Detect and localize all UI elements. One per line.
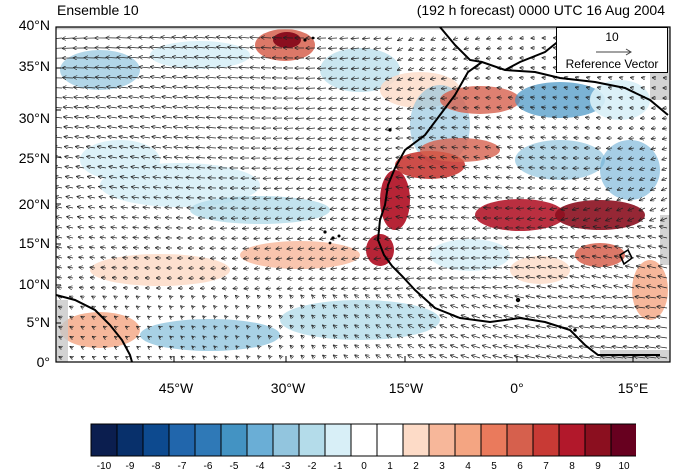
lat-label-15n: 15°N <box>6 235 50 251</box>
colorbar-swatch <box>377 424 403 456</box>
lat-label-30n: 30°N <box>6 110 50 126</box>
colorbar-swatch <box>273 424 299 456</box>
colorbar-label: 10 <box>610 461 638 472</box>
colorbar <box>90 423 636 457</box>
colorbar-label: 7 <box>532 461 560 472</box>
lat-label-25n: 25°N <box>6 150 50 166</box>
colorbar-label: -2 <box>298 461 326 472</box>
lat-label-35n: 35°N <box>6 58 50 74</box>
colorbar-swatch <box>247 424 273 456</box>
lon-label-0: 0° <box>487 380 547 396</box>
lon-label-45w: 45°W <box>146 380 206 396</box>
colorbar-label: 3 <box>428 461 456 472</box>
lon-label-30w: 30°W <box>258 380 318 396</box>
lat-label-40n: 40°N <box>6 17 50 33</box>
colorbar-swatch <box>611 424 636 456</box>
lat-label-5n: 5°N <box>6 314 50 330</box>
colorbar-label: 8 <box>558 461 586 472</box>
lat-label-10n: 10°N <box>6 276 50 292</box>
colorbar-label: -5 <box>220 461 248 472</box>
colorbar-label: -3 <box>272 461 300 472</box>
colorbar-swatch <box>403 424 429 456</box>
colorbar-swatch <box>325 424 351 456</box>
colorbar-label: -1 <box>324 461 352 472</box>
reference-arrow-icon <box>595 48 633 56</box>
colorbar-label: 1 <box>376 461 404 472</box>
colorbar-label: -6 <box>194 461 222 472</box>
colorbar-swatch <box>455 424 481 456</box>
colorbar-label: -10 <box>90 461 118 472</box>
colorbar-swatch <box>221 424 247 456</box>
colorbar-label: 9 <box>584 461 612 472</box>
colorbar-label: 5 <box>480 461 508 472</box>
lat-label-0: 0° <box>6 354 50 370</box>
reference-vector-label: Reference Vector <box>557 57 667 71</box>
reference-vector-box: 10 Reference Vector <box>556 27 668 73</box>
colorbar-swatch <box>481 424 507 456</box>
colorbar-swatch <box>351 424 377 456</box>
colorbar-swatch <box>91 424 117 456</box>
colorbar-label: -4 <box>246 461 274 472</box>
lat-label-20n: 20°N <box>6 196 50 212</box>
colorbar-swatch <box>117 424 143 456</box>
colorbar-label: 0 <box>350 461 378 472</box>
colorbar-label: -7 <box>168 461 196 472</box>
colorbar-label: 6 <box>506 461 534 472</box>
colorbar-swatch <box>533 424 559 456</box>
colorbar-swatch <box>559 424 585 456</box>
colorbar-swatch <box>195 424 221 456</box>
colorbar-swatch <box>585 424 611 456</box>
colorbar-swatch <box>299 424 325 456</box>
colorbar-swatch <box>429 424 455 456</box>
colorbar-swatch <box>507 424 533 456</box>
reference-vector-magnitude: 10 <box>557 30 667 44</box>
colorbar-swatch <box>169 424 195 456</box>
lon-label-15e: 15°E <box>603 380 663 396</box>
colorbar-label: 2 <box>402 461 430 472</box>
colorbar-swatch <box>143 424 169 456</box>
lon-label-15w: 15°W <box>376 380 436 396</box>
colorbar-label: -9 <box>116 461 144 472</box>
colorbar-label: -8 <box>142 461 170 472</box>
colorbar-label: 4 <box>454 461 482 472</box>
